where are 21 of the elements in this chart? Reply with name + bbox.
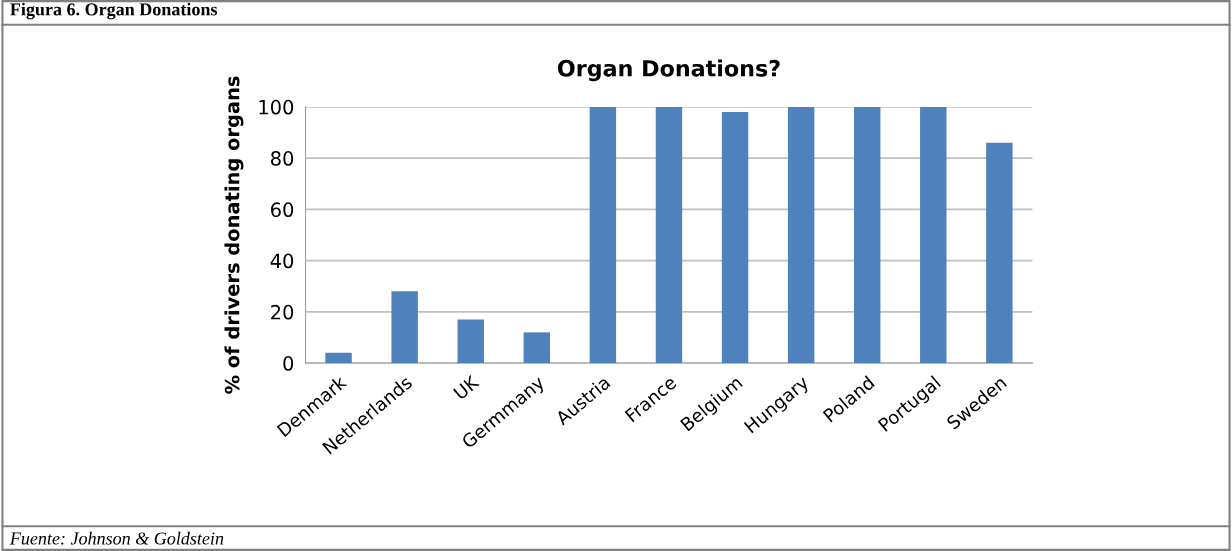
y-tick-label: 0 — [283, 356, 294, 371]
chart-title: Organ Donations? — [557, 59, 780, 82]
bar — [523, 332, 551, 364]
bar — [325, 352, 352, 364]
y-tick-label: 100 — [259, 99, 294, 115]
bar — [589, 106, 617, 364]
source-note: Fuente: Johnson & Goldstein — [9, 531, 224, 545]
text: Figura 6. Organ Donations — [10, 2, 218, 20]
y-tick-label: 40 — [270, 253, 294, 269]
y-tick-label: 20 — [271, 304, 294, 320]
bar — [721, 112, 749, 364]
y-axis-title: % of drivers donating organs — [224, 76, 244, 394]
bar — [457, 319, 484, 364]
bar — [920, 106, 947, 364]
bar — [986, 142, 1013, 364]
y-tick-label: 60 — [271, 202, 294, 218]
bar — [391, 291, 418, 364]
y-tick-label: 80 — [271, 151, 294, 166]
bar — [854, 106, 881, 364]
bar — [787, 106, 815, 364]
bar — [655, 106, 683, 364]
